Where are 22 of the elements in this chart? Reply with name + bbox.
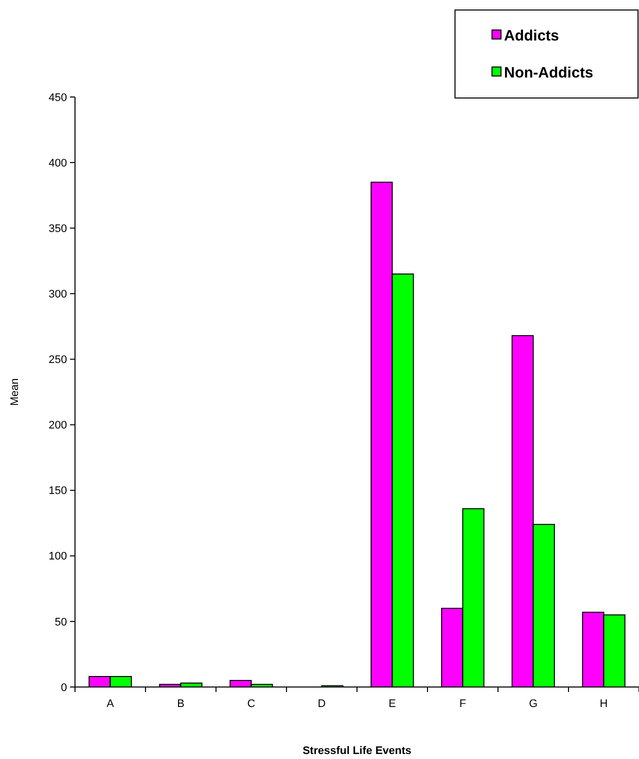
y-tick-label: 100 xyxy=(48,550,67,563)
x-tick-label: D xyxy=(318,698,326,710)
x-tick-label: B xyxy=(177,698,184,710)
x-tick-label: E xyxy=(388,698,396,710)
y-tick-label: 350 xyxy=(48,222,67,235)
x-tick-label: G xyxy=(528,698,538,710)
x-axis-title: Stressful Life Events xyxy=(302,745,412,757)
y-axis-title: Mean xyxy=(9,378,21,406)
x-tick-label: C xyxy=(247,698,256,710)
legend-label: Addicts xyxy=(504,27,560,44)
y-tick-label: 250 xyxy=(48,354,67,366)
y-tick-label: 0 xyxy=(60,682,67,694)
y-tick-label: 150 xyxy=(48,485,67,498)
y-tick-label: 300 xyxy=(48,288,67,301)
x-tick-label: H xyxy=(600,698,608,710)
y-tick-label: 450 xyxy=(48,92,67,104)
x-tick-label: A xyxy=(106,698,115,710)
y-tick-label: 50 xyxy=(54,616,67,628)
y-tick-label: 200 xyxy=(48,420,67,432)
x-tick-label: F xyxy=(459,698,466,710)
legend-label: Non-Addicts xyxy=(504,64,594,82)
y-tick-label: 400 xyxy=(48,157,67,170)
